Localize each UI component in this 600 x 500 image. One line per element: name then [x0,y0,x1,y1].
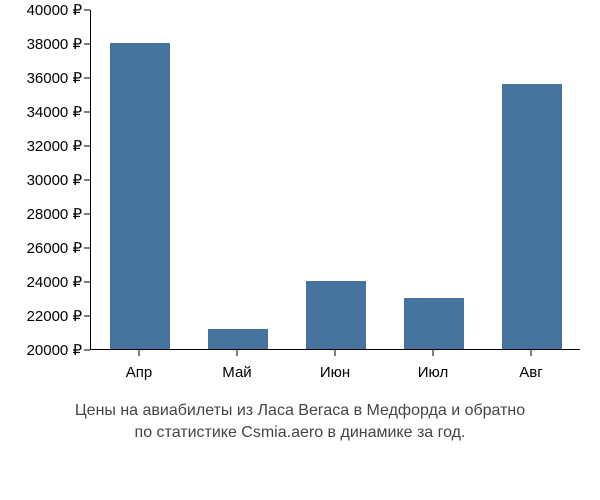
price-bar-chart: 20000 ₽ 22000 ₽ 24000 ₽ 26000 ₽ 28000 ₽ 30000… [0,10,600,390]
x-tick-mark [139,350,140,356]
plot-area [90,10,580,350]
bar [404,298,465,349]
caption-line-1: Цены на авиабилеты из Ласа Вегаса в Медф… [75,402,525,419]
y-tick-label: 36000 ₽ [27,69,82,87]
bar [208,329,269,349]
y-tick-label: 40000 ₽ [27,1,82,19]
x-tick-label: Апр [126,364,152,381]
y-tick-label: 26000 ₽ [27,239,82,257]
y-tick-label: 22000 ₽ [27,307,82,325]
y-tick-label: 30000 ₽ [27,171,82,189]
x-tick-mark [433,350,434,356]
x-tick-mark [237,350,238,356]
chart-caption: Цены на авиабилеты из Ласа Вегаса в Медф… [0,400,600,443]
x-tick-label: Май [222,364,251,381]
y-tick-label: 34000 ₽ [27,103,82,121]
x-tick-label: Июл [418,364,448,381]
y-tick-label: 24000 ₽ [27,273,82,291]
x-tick-label: Авг [519,364,542,381]
y-tick-label: 20000 ₽ [27,341,82,359]
x-tick-mark [335,350,336,356]
caption-line-2: по статистике Csmia.aero в динамике за г… [135,424,466,441]
bar [110,43,171,349]
x-axis: Апр Май Июн Июл Авг [90,350,580,390]
x-tick-mark [531,350,532,356]
x-tick-label: Июн [320,364,350,381]
bar [502,84,563,349]
y-tick-label: 38000 ₽ [27,35,82,53]
y-tick-label: 28000 ₽ [27,205,82,223]
y-axis: 20000 ₽22000 ₽24000 ₽26000 ₽28000 ₽30000… [0,10,90,350]
y-tick-label: 32000 ₽ [27,137,82,155]
bar [306,281,367,349]
